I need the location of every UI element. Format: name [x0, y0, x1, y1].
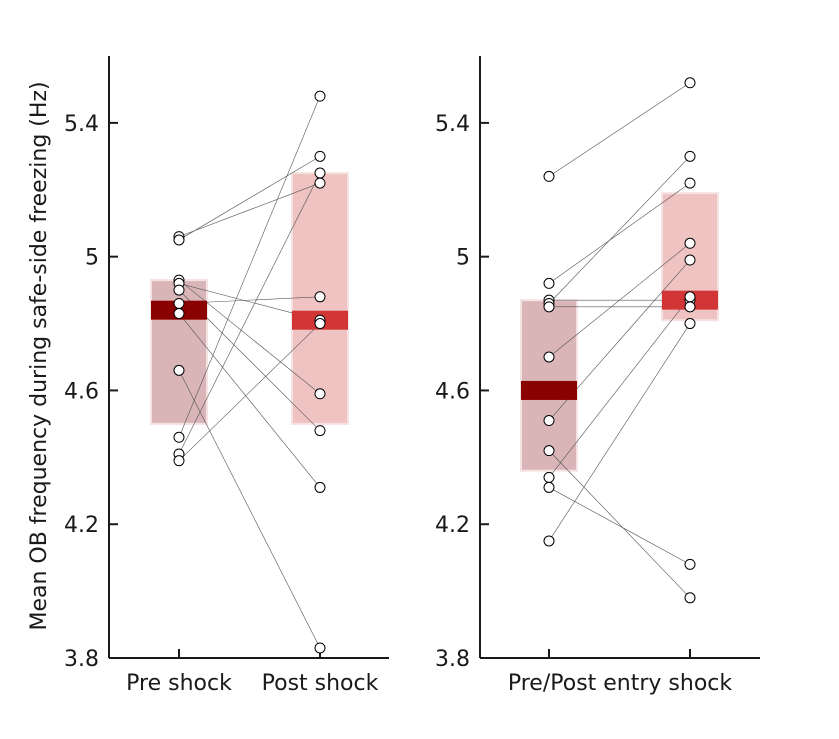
- data-point: [543, 535, 555, 547]
- data-point: [684, 301, 696, 313]
- data-point: [684, 77, 696, 89]
- data-point: [543, 415, 555, 427]
- paired-line: [178, 323, 321, 461]
- data-point: [543, 471, 555, 483]
- data-point: [543, 351, 555, 363]
- data-point: [173, 455, 185, 467]
- data-point: [173, 308, 185, 320]
- data-point: [543, 301, 555, 313]
- data-point: [684, 150, 696, 162]
- y-axis-label: Mean OB frequency during safe-side freez…: [27, 81, 52, 630]
- x-tick-label: Post shock: [262, 671, 379, 696]
- left-panel: 3.8 4.2 4.6 5 5.4 Pre shock Post shock: [64, 56, 389, 696]
- data-point: [314, 150, 326, 162]
- y-tick-label: 5.4: [64, 112, 99, 137]
- paired-line: [548, 82, 691, 177]
- paired-line: [178, 156, 321, 241]
- data-point: [173, 431, 185, 443]
- data-point: [314, 291, 326, 303]
- data-point: [173, 284, 185, 296]
- paired-line: [178, 313, 321, 488]
- y-tick-label: 4.2: [64, 513, 99, 538]
- paired-line: [178, 172, 321, 455]
- y-tick-label: 5.4: [435, 112, 470, 137]
- data-point: [684, 558, 696, 570]
- data-point: [543, 277, 555, 289]
- y-tick-label: 4.6: [64, 379, 99, 404]
- paired-line: [178, 370, 321, 649]
- data-point: [684, 254, 696, 266]
- y-tick-label: 3.8: [64, 647, 99, 672]
- x-tick-label: Pre shock: [126, 671, 232, 696]
- mean-bar: [521, 380, 577, 400]
- paired-line: [548, 156, 691, 304]
- paired-line: [548, 243, 691, 358]
- data-point: [173, 364, 185, 376]
- paired-line: [548, 323, 691, 542]
- y-tick-label: 3.8: [435, 647, 470, 672]
- data-point: [684, 237, 696, 249]
- data-point: [314, 177, 326, 189]
- data-point: [173, 234, 185, 246]
- paired-line: [178, 279, 321, 395]
- data-point: [543, 445, 555, 457]
- paired-line: [178, 182, 321, 237]
- paired-line: [548, 487, 691, 565]
- data-point: [314, 90, 326, 102]
- data-point: [314, 481, 326, 493]
- data-point: [543, 170, 555, 182]
- paired-line: [548, 296, 691, 478]
- data-point: [173, 297, 185, 309]
- data-point: [684, 291, 696, 303]
- data-point: [684, 318, 696, 330]
- right-panel: 3.8 4.2 4.6 5 5.4: [435, 56, 760, 672]
- y-tick-label: 5: [456, 246, 470, 271]
- data-point: [684, 177, 696, 189]
- paired-line: [548, 450, 691, 599]
- data-point: [314, 388, 326, 400]
- data-point: [314, 318, 326, 330]
- data-point: [684, 592, 696, 604]
- y-tick-label: 5: [85, 246, 99, 271]
- y-tick-label: 4.6: [435, 379, 470, 404]
- data-point: [314, 167, 326, 179]
- y-tick-label: 4.2: [435, 513, 470, 538]
- data-point: [314, 642, 326, 654]
- paired-line: [548, 182, 691, 284]
- paired-line: [178, 96, 321, 438]
- right-panel-x-label: Pre/Post entry shock: [508, 671, 733, 696]
- data-point: [543, 481, 555, 493]
- data-point: [314, 425, 326, 437]
